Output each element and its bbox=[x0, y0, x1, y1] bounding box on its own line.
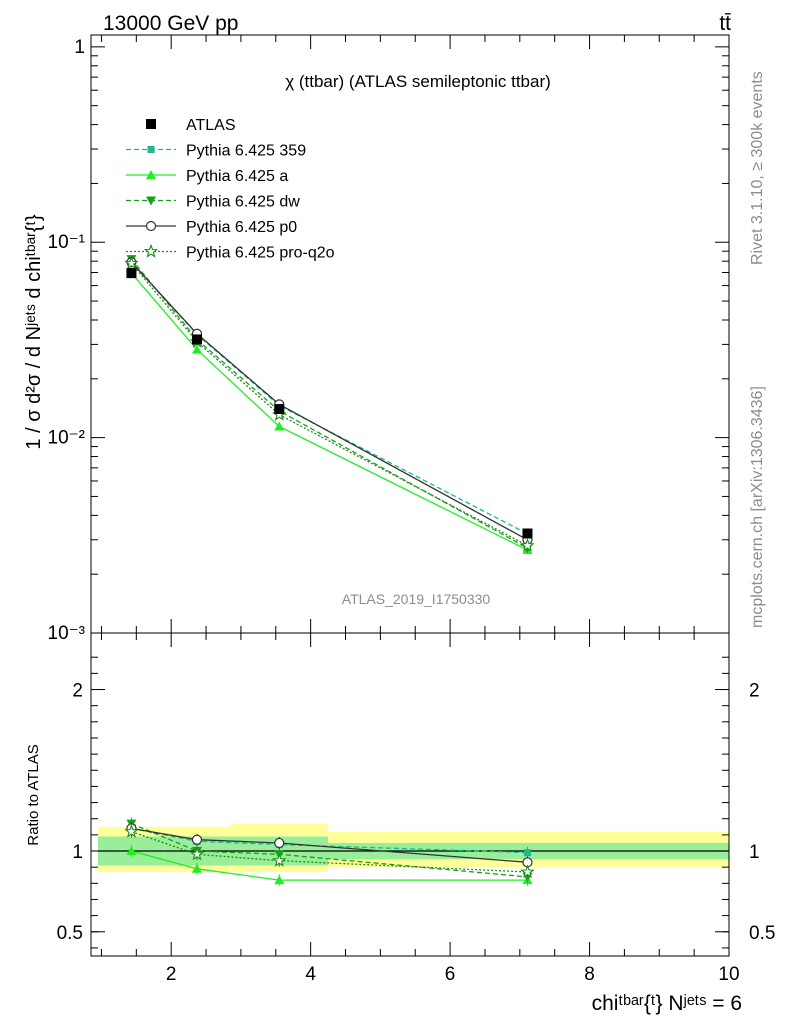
ratio-y-tick-label: 1 bbox=[72, 842, 83, 863]
main-y-axis: 10⁻³ 10⁻² 10⁻¹ 1 bbox=[48, 35, 730, 644]
data-point bbox=[520, 538, 535, 552]
legend-marker bbox=[145, 220, 157, 232]
ratio-point bbox=[189, 846, 205, 861]
legend-marker bbox=[146, 196, 156, 206]
legend-label: Pythia 6.425 p0 bbox=[186, 219, 297, 236]
ratio-y-tick-label-right: 1 bbox=[749, 842, 760, 863]
main-plot-title: χ (ttbar) (ATLAS semileptonic ttbar) bbox=[285, 72, 551, 91]
y-tick-label: 10⁻¹ bbox=[48, 232, 86, 253]
series-line bbox=[130, 261, 528, 535]
data-point bbox=[274, 404, 285, 415]
y-tick-label: 10⁻³ bbox=[48, 623, 86, 644]
ratio-point bbox=[191, 863, 202, 873]
series-pythia-6-425-pro-q2o bbox=[124, 255, 535, 552]
ratio-y-tick-label-right: 2 bbox=[749, 681, 760, 702]
ratio-series-pythia-6-425-pro-q2o bbox=[124, 823, 535, 879]
ratio-line bbox=[131, 827, 528, 863]
ratio-line bbox=[131, 827, 528, 854]
data-point bbox=[274, 421, 285, 431]
series-line bbox=[130, 272, 528, 551]
x-tick-label: 4 bbox=[305, 964, 316, 985]
y-tick-label: 1 bbox=[74, 37, 85, 58]
legend-label: Pythia 6.425 a bbox=[186, 168, 288, 185]
legend-label: Pythia 6.425 dw bbox=[186, 194, 300, 211]
ratio-point bbox=[274, 875, 285, 885]
series-atlas bbox=[126, 268, 533, 539]
header-right: tt̄ bbox=[719, 12, 731, 35]
series-pythia-6-425-359 bbox=[127, 258, 531, 538]
mcplots-label: mcplots.cern.ch [arXiv:1306.3436] bbox=[749, 386, 766, 628]
series-line bbox=[130, 258, 528, 549]
main-y-axis-label: 1 / σ d²σ / d Nʲᵉᵗˢ d chiᵗᵇᵃʳ{ᵗ} bbox=[23, 214, 45, 449]
ratio-y-tick-label: 0.5 bbox=[57, 923, 83, 944]
main-plot: 10⁻³ 10⁻² 10⁻¹ 1 χ (ttbar) (ATLAS semilepto… bbox=[23, 34, 730, 644]
ratio-point bbox=[124, 823, 139, 838]
analysis-watermark: ATLAS_2019_I1750330 bbox=[342, 591, 491, 607]
ratio-series-pythia-6-425-a bbox=[126, 845, 533, 887]
data-point bbox=[126, 268, 137, 279]
x-axis-label: chiᵗᵇᵃʳ{ᵗ} Nʲᵉᵗˢ = 6 bbox=[592, 992, 742, 1015]
main-series-marks bbox=[124, 255, 535, 554]
ratio-y-tick-label: 2 bbox=[72, 681, 83, 702]
ratio-series-marks bbox=[124, 817, 535, 887]
legend-marker bbox=[143, 243, 159, 258]
x-tick-label: 2 bbox=[166, 964, 177, 985]
data-point bbox=[522, 528, 533, 539]
x-tick-label: 10 bbox=[718, 964, 739, 985]
legend-item: Pythia 6.425 a bbox=[126, 168, 288, 185]
ratio-line bbox=[131, 850, 528, 881]
legend-label: ATLAS bbox=[186, 117, 236, 134]
series-pythia-6-425-dw bbox=[126, 255, 533, 554]
ratio-line bbox=[131, 830, 528, 873]
series-pythia-6-425-a bbox=[126, 268, 533, 554]
ratio-y-tick-label-right: 0.5 bbox=[749, 923, 775, 944]
series-pythia-6-425-p0 bbox=[126, 257, 533, 545]
legend-marker bbox=[147, 146, 155, 153]
data-point bbox=[124, 255, 139, 270]
legend-label: Pythia 6.425 359 bbox=[186, 143, 306, 160]
header-left: 13000 GeV pp bbox=[103, 12, 238, 35]
ratio-line bbox=[131, 823, 528, 878]
legend: ATLAS Pythia 6.425 359 Pythia 6.425 a Pythi… bbox=[126, 117, 335, 262]
legend-item: Pythia 6.425 pro-q2o bbox=[126, 243, 335, 262]
ratio-point bbox=[272, 853, 287, 867]
ratio-plot-frame bbox=[90, 632, 730, 957]
x-tick-label: 6 bbox=[445, 964, 456, 985]
legend-marker bbox=[146, 119, 156, 129]
legend-item: Pythia 6.425 p0 bbox=[126, 219, 297, 236]
data-point bbox=[191, 344, 202, 354]
series-line bbox=[130, 262, 528, 547]
ratio-y-axis-label: Ratio to ATLAS bbox=[25, 744, 42, 845]
legend-label: Pythia 6.425 pro-q2o bbox=[186, 245, 335, 262]
series-line bbox=[130, 261, 528, 541]
rivet-label: Rivet 3.1.10, ≥ 300k events bbox=[749, 71, 766, 265]
data-point bbox=[191, 334, 202, 345]
ratio-point bbox=[126, 846, 137, 856]
ratio-plot: 0.5 0.5 1 1 2 2 2 4 6 8 10 Ratio to ATLAS chiᵗᵇᵃʳ{… bbox=[25, 632, 775, 1015]
legend-item: ATLAS bbox=[146, 117, 236, 134]
legend-marker bbox=[146, 170, 156, 179]
ratio-point bbox=[191, 834, 203, 845]
ratio-axes: 0.5 0.5 1 1 2 2 2 4 6 8 10 bbox=[57, 633, 775, 985]
ratio-point bbox=[523, 849, 531, 857]
legend-item: Pythia 6.425 dw bbox=[126, 194, 300, 211]
legend-item: Pythia 6.425 359 bbox=[126, 143, 306, 160]
ratio-point bbox=[520, 864, 535, 879]
y-tick-label: 10⁻² bbox=[48, 428, 86, 449]
ratio-point bbox=[274, 837, 285, 849]
x-tick-label: 8 bbox=[584, 964, 595, 985]
